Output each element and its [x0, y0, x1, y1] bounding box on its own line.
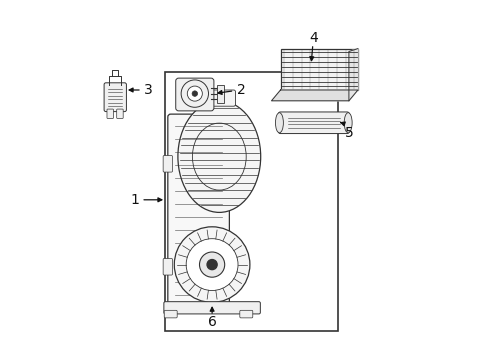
- Text: 2: 2: [236, 83, 245, 97]
- Text: 1: 1: [130, 193, 139, 207]
- Ellipse shape: [178, 101, 260, 212]
- Bar: [165, 72, 337, 331]
- FancyBboxPatch shape: [163, 258, 172, 275]
- Circle shape: [199, 252, 224, 277]
- Circle shape: [187, 86, 202, 101]
- FancyBboxPatch shape: [167, 114, 229, 307]
- Circle shape: [186, 239, 238, 291]
- FancyBboxPatch shape: [203, 90, 235, 106]
- FancyBboxPatch shape: [174, 303, 184, 311]
- FancyBboxPatch shape: [175, 78, 213, 111]
- Text: 4: 4: [309, 31, 318, 45]
- FancyBboxPatch shape: [208, 303, 219, 311]
- FancyBboxPatch shape: [278, 112, 348, 134]
- Ellipse shape: [275, 113, 283, 133]
- FancyBboxPatch shape: [107, 109, 113, 118]
- Text: 6: 6: [207, 315, 216, 329]
- FancyBboxPatch shape: [117, 109, 123, 118]
- Circle shape: [181, 80, 208, 107]
- Circle shape: [192, 91, 197, 96]
- Circle shape: [174, 227, 249, 302]
- Text: 5: 5: [344, 126, 352, 140]
- FancyBboxPatch shape: [280, 49, 357, 90]
- FancyBboxPatch shape: [163, 302, 260, 314]
- Polygon shape: [271, 90, 357, 101]
- Bar: [217, 85, 224, 103]
- FancyBboxPatch shape: [239, 310, 252, 318]
- Text: 3: 3: [144, 83, 153, 97]
- Polygon shape: [348, 49, 357, 101]
- FancyBboxPatch shape: [104, 83, 126, 112]
- FancyBboxPatch shape: [164, 310, 177, 318]
- Circle shape: [206, 260, 217, 270]
- Ellipse shape: [344, 113, 351, 133]
- FancyBboxPatch shape: [163, 156, 172, 172]
- FancyBboxPatch shape: [190, 303, 201, 311]
